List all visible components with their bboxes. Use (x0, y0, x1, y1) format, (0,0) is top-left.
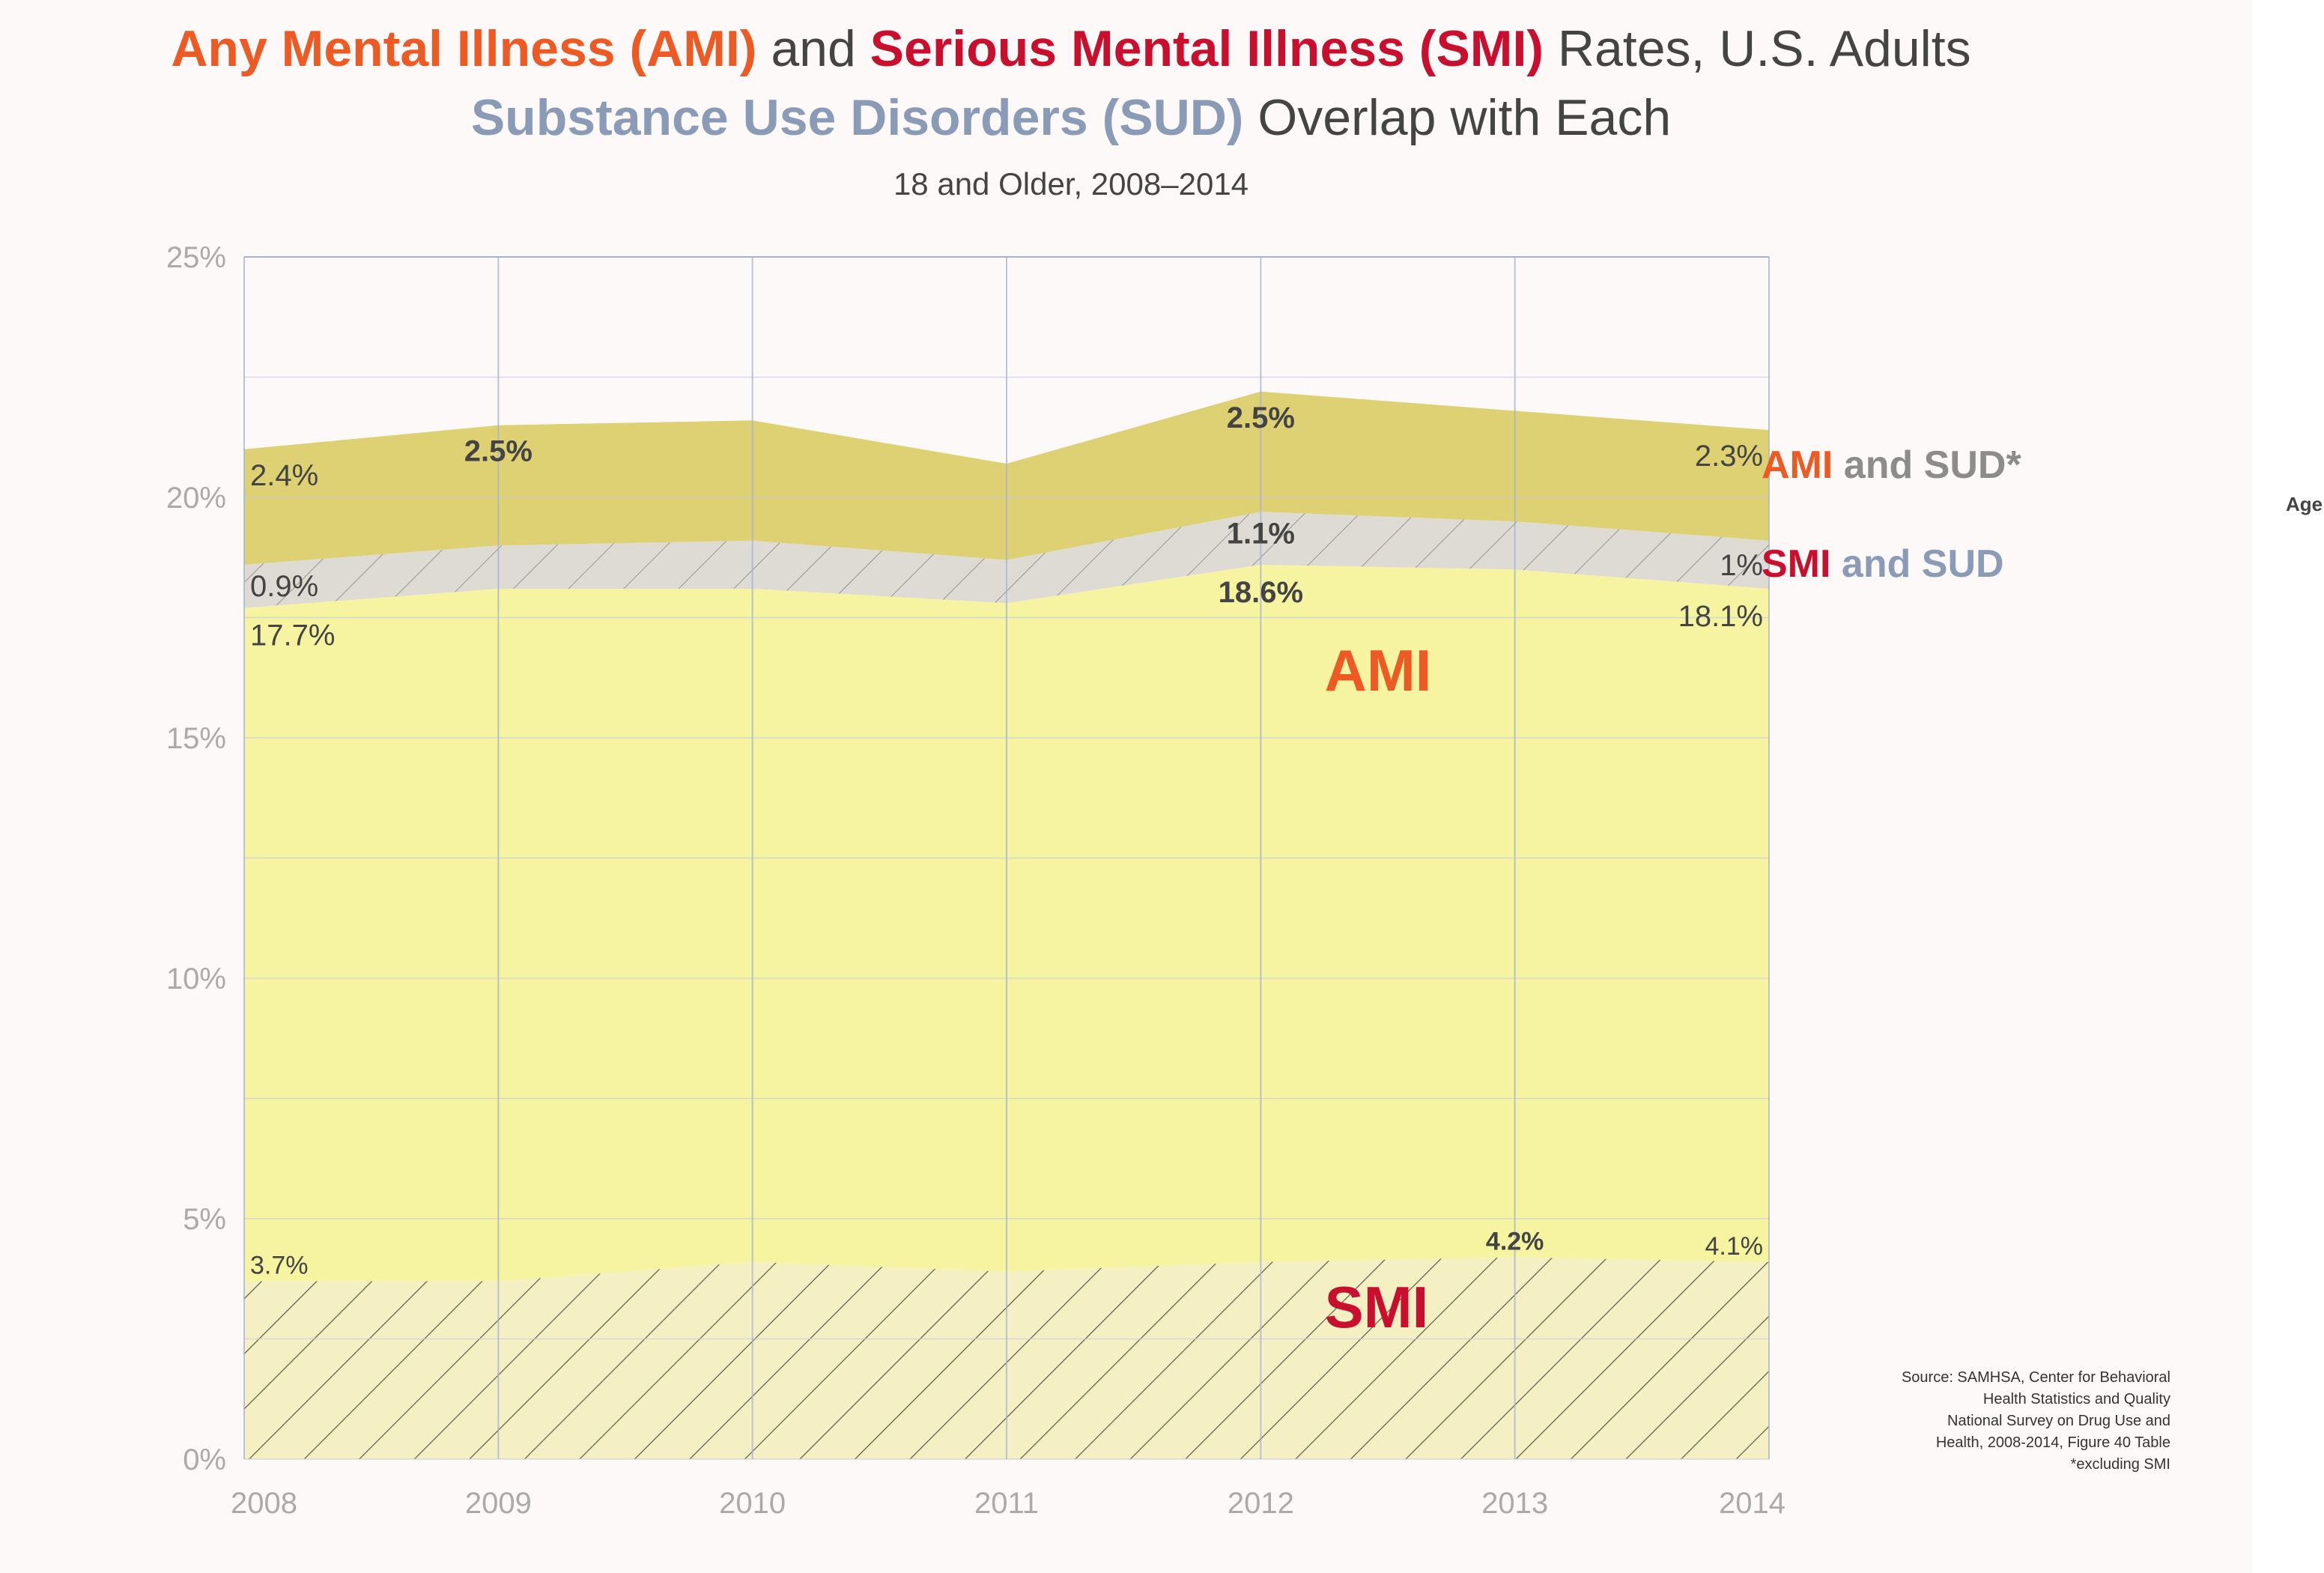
data-label: 18.1% (1678, 600, 1763, 633)
data-label: 17.7% (250, 619, 335, 652)
legend-ami-sud-b: and SUD* (1833, 443, 2021, 487)
label-smi-region: SMI (1325, 1274, 1429, 1340)
chart-title-line1: Any Mental Illness (AMI) and Serious Men… (0, 19, 2142, 78)
data-label: 2.3% (1695, 440, 1763, 473)
source-line: Health Statistics and Quality (1983, 1391, 2170, 1407)
y-tick-label: 0% (183, 1443, 226, 1476)
title-overlap: Overlap with Each (1243, 89, 1672, 146)
data-label: 18.6% (1219, 576, 1303, 609)
legend-ami-sud: AMI and SUD* (1762, 443, 2021, 487)
x-tick-label: 2008 (231, 1487, 297, 1520)
area-smi-and-sud-hatch (244, 512, 1769, 608)
data-label: 4.1% (1705, 1232, 1764, 1261)
legend-smi-sud-a: SMI (1762, 542, 1830, 586)
x-tick-label: 2012 (1228, 1487, 1294, 1520)
y-tick-label: 5% (183, 1203, 226, 1236)
y-tick-label: 25% (166, 241, 226, 274)
chart-title-line2: Substance Use Disorders (SUD) Overlap wi… (0, 88, 2142, 147)
x-tick-label: 2009 (465, 1487, 532, 1520)
source-line: National Survey on Drug Use and (1947, 1413, 2170, 1429)
data-label: 2.4% (250, 459, 318, 492)
title-smi: Serious Mental Illness (SMI) (870, 20, 1544, 77)
data-label: 2.5% (464, 435, 533, 468)
label-ami-region: AMI (1325, 637, 1432, 703)
source-line: *excluding SMI (2071, 1456, 2170, 1473)
title-rest: Rates, U.S. Adults (1543, 20, 1971, 77)
title-ami: Any Mental Illness (AMI) (171, 20, 757, 77)
data-label: 4.2% (1486, 1227, 1544, 1255)
chart-subtitle: 18 and Older, 2008–2014 (893, 166, 1249, 201)
legend-ami-sud-a: AMI (1762, 443, 1833, 487)
cut-off-text: Age (2286, 493, 2323, 515)
x-tick-label: 2013 (1481, 1487, 1548, 1520)
title-and: and (756, 20, 870, 77)
data-label: 1.1% (1227, 517, 1295, 550)
x-tick-label: 2014 (1719, 1487, 1786, 1520)
y-tick-label: 10% (166, 963, 226, 995)
source-line: Source: SAMHSA, Center for Behavioral (1902, 1369, 2170, 1386)
y-tick-label: 15% (166, 722, 226, 755)
legend-smi-sud: SMI and SUD (1762, 542, 2004, 586)
data-label: 2.5% (1227, 401, 1295, 434)
source-line: Health, 2008-2014, Figure 40 Table (1936, 1434, 2170, 1451)
data-label: 1% (1720, 549, 1763, 582)
title-sud: Substance Use Disorders (SUD) (470, 89, 1244, 146)
data-label: 3.7% (250, 1251, 309, 1279)
x-tick-label: 2010 (719, 1487, 786, 1520)
y-tick-label: 20% (166, 482, 226, 515)
legend-smi-sud-b: and SUD (1830, 542, 2003, 586)
data-label: 0.9% (250, 570, 318, 603)
x-tick-label: 2011 (974, 1487, 1039, 1520)
